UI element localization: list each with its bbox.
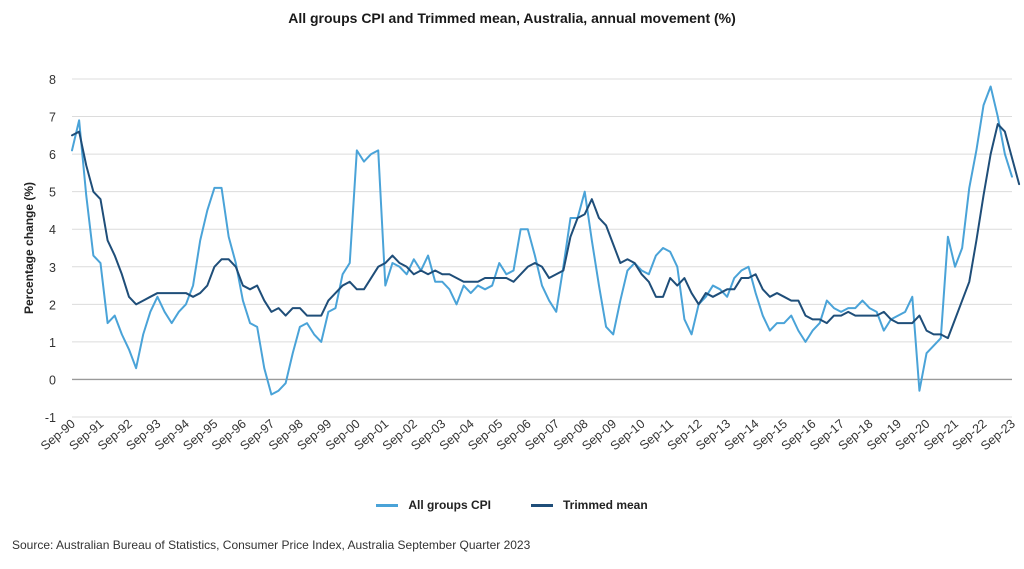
y-tick-label-2: 1 — [49, 336, 56, 350]
series-line-all-groups-cpi — [71, 85, 1013, 396]
y-tick-label-1: 0 — [49, 373, 56, 387]
legend-swatch-cpi — [376, 503, 399, 507]
y-tick-label-5: 4 — [49, 223, 56, 237]
series-line-trimmed-mean — [71, 123, 1021, 340]
source-note: Source: Australian Bureau of Statistics,… — [12, 538, 531, 552]
legend-item-trimmed-mean[interactable]: Trimmed mean — [530, 498, 648, 512]
y-tick-label-3: 2 — [49, 298, 56, 312]
legend-swatch-trimmed-mean — [530, 503, 553, 507]
y-tick-label-9: 8 — [49, 73, 56, 87]
legend-item-cpi[interactable]: All groups CPI — [376, 498, 491, 512]
y-tick-label-8: 7 — [49, 111, 56, 125]
y-tick-label-0: -1 — [45, 411, 56, 425]
series-layer — [71, 85, 1021, 396]
y-tick-label-6: 5 — [49, 186, 56, 200]
y-tick-label-7: 6 — [49, 148, 56, 162]
legend-label-trimmed-mean: Trimmed mean — [562, 498, 648, 512]
legend-label-cpi: All groups CPI — [408, 498, 491, 512]
legend: All groups CPI Trimmed mean — [0, 498, 1024, 512]
y-tick-label-4: 3 — [49, 261, 56, 275]
y-axis-label: Percentage change (%) — [22, 182, 36, 314]
x-axis: Sep-90Sep-91Sep-92Sep-93Sep-94Sep-95Sep-… — [38, 417, 1018, 454]
grid-layer — [72, 78, 1012, 418]
y-axis: -1 0 1 2 3 4 5 6 7 8 — [45, 73, 56, 425]
chart-title: All groups CPI and Trimmed mean, Austral… — [288, 10, 736, 26]
